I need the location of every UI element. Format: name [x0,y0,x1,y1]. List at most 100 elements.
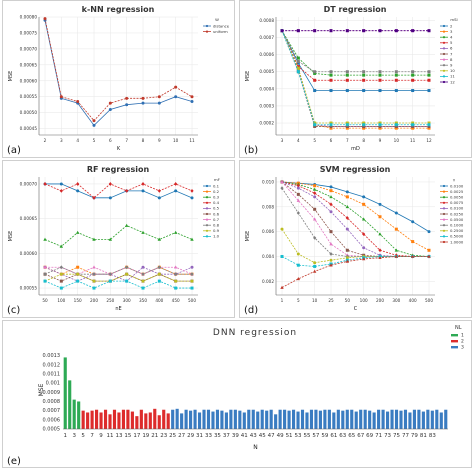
data-point [394,126,398,130]
x-tick-label: 71 [375,433,382,439]
data-point [43,272,47,277]
legend-entry: 12 [450,79,455,84]
data-point [329,124,333,128]
y-tick-label: 0.00055 [20,286,38,291]
series-line [281,181,429,257]
x-tick-label: 9 [379,138,382,143]
data-point [59,244,64,248]
data-point [190,196,194,200]
data-point [92,195,96,200]
data-point [362,126,366,130]
data-point [427,89,431,93]
bar-nl-3 [377,409,381,429]
data-point [427,254,431,258]
x-tick-label: 33 [205,433,212,439]
x-axis-label: K [117,146,121,152]
data-point [427,73,431,77]
data-point [157,101,161,105]
chart-title: SVM regression [320,165,391,174]
chart-title: RF regression [87,165,150,174]
legend-entry: 9 [450,63,453,68]
data-point [345,124,349,128]
data-point [411,123,415,127]
y-tick-label: 0.00045 [20,126,38,131]
legend-entry: 2 [461,338,464,344]
data-point [296,198,301,202]
x-tick-label: 21 [151,433,158,439]
bar-nl-2 [162,409,166,429]
series-line [44,273,192,282]
x-tick-label: 12 [426,138,432,143]
bar-nl-3 [247,409,251,429]
data-point [378,126,382,130]
bar-nl-3 [215,409,220,429]
data-point [108,272,112,277]
data-point [345,205,350,209]
data-point [296,186,300,190]
legend-entry: 0.0500 [450,217,464,222]
bar-nl-2 [144,413,148,429]
panel-label: (a) [7,145,21,156]
x-tick-label: 55 [303,433,310,439]
bar-nl-3 [283,409,287,429]
data-point [329,185,333,189]
data-point [174,286,178,290]
bar-nl-3 [368,410,372,429]
data-point [141,279,145,283]
data-point [125,188,129,193]
x-tick-label: 50 [345,298,351,303]
x-tick-label: 69 [366,433,373,439]
data-point [427,123,431,127]
series-line [281,228,429,264]
data-point [329,78,333,82]
legend-entry: 1.0 [213,234,220,239]
x-tick-label: 53 [295,433,302,439]
dt-regression-panel: DT regression (b) 0.0002 0.0003 0.0004 0.0005… [239,0,472,158]
data-point [174,95,178,99]
data-point [329,195,333,199]
bar-nl-2 [121,409,126,429]
data-point [345,73,349,77]
legend-marker [442,41,446,44]
bar-nl-2 [81,410,85,429]
series-0.1 [43,182,194,200]
legend-marker [442,75,446,78]
x-tick-label: 23 [160,433,167,439]
data-point [411,29,415,33]
data-point [125,272,129,276]
y-tick-label: 0.010 [262,179,274,184]
x-tick-label: 11 [107,433,114,439]
y-axis-label: MSE [8,71,14,82]
data-point [280,254,284,258]
data-point [329,258,333,262]
data-point [190,265,194,269]
bar-nl-3 [197,412,202,429]
data-point [394,227,398,231]
data-point [329,210,333,214]
x-tick-label: 2 [44,138,47,143]
data-point [313,121,317,125]
bar-nl-3 [206,409,211,429]
data-point [345,121,349,125]
series-line [281,181,430,232]
data-point [394,73,398,77]
legend-marker [442,80,446,84]
data-point [329,123,333,127]
data-point [157,95,161,99]
data-point [157,272,161,276]
y-axis-label: MSE [245,231,251,242]
legend-marker [205,196,209,199]
x-tick-label: 5 [297,298,300,303]
series-line [281,181,430,257]
x-tick-label: 100 [57,298,65,303]
series-line [281,30,429,76]
y-tick-label: 0.0005 [259,69,274,74]
data-point [361,217,366,221]
series-line [281,30,429,91]
legend-marker [442,184,446,188]
legend-marker [442,64,446,67]
data-point [108,182,112,186]
data-point [43,17,47,21]
bar-nl-3 [202,409,206,429]
data-point [59,182,63,186]
